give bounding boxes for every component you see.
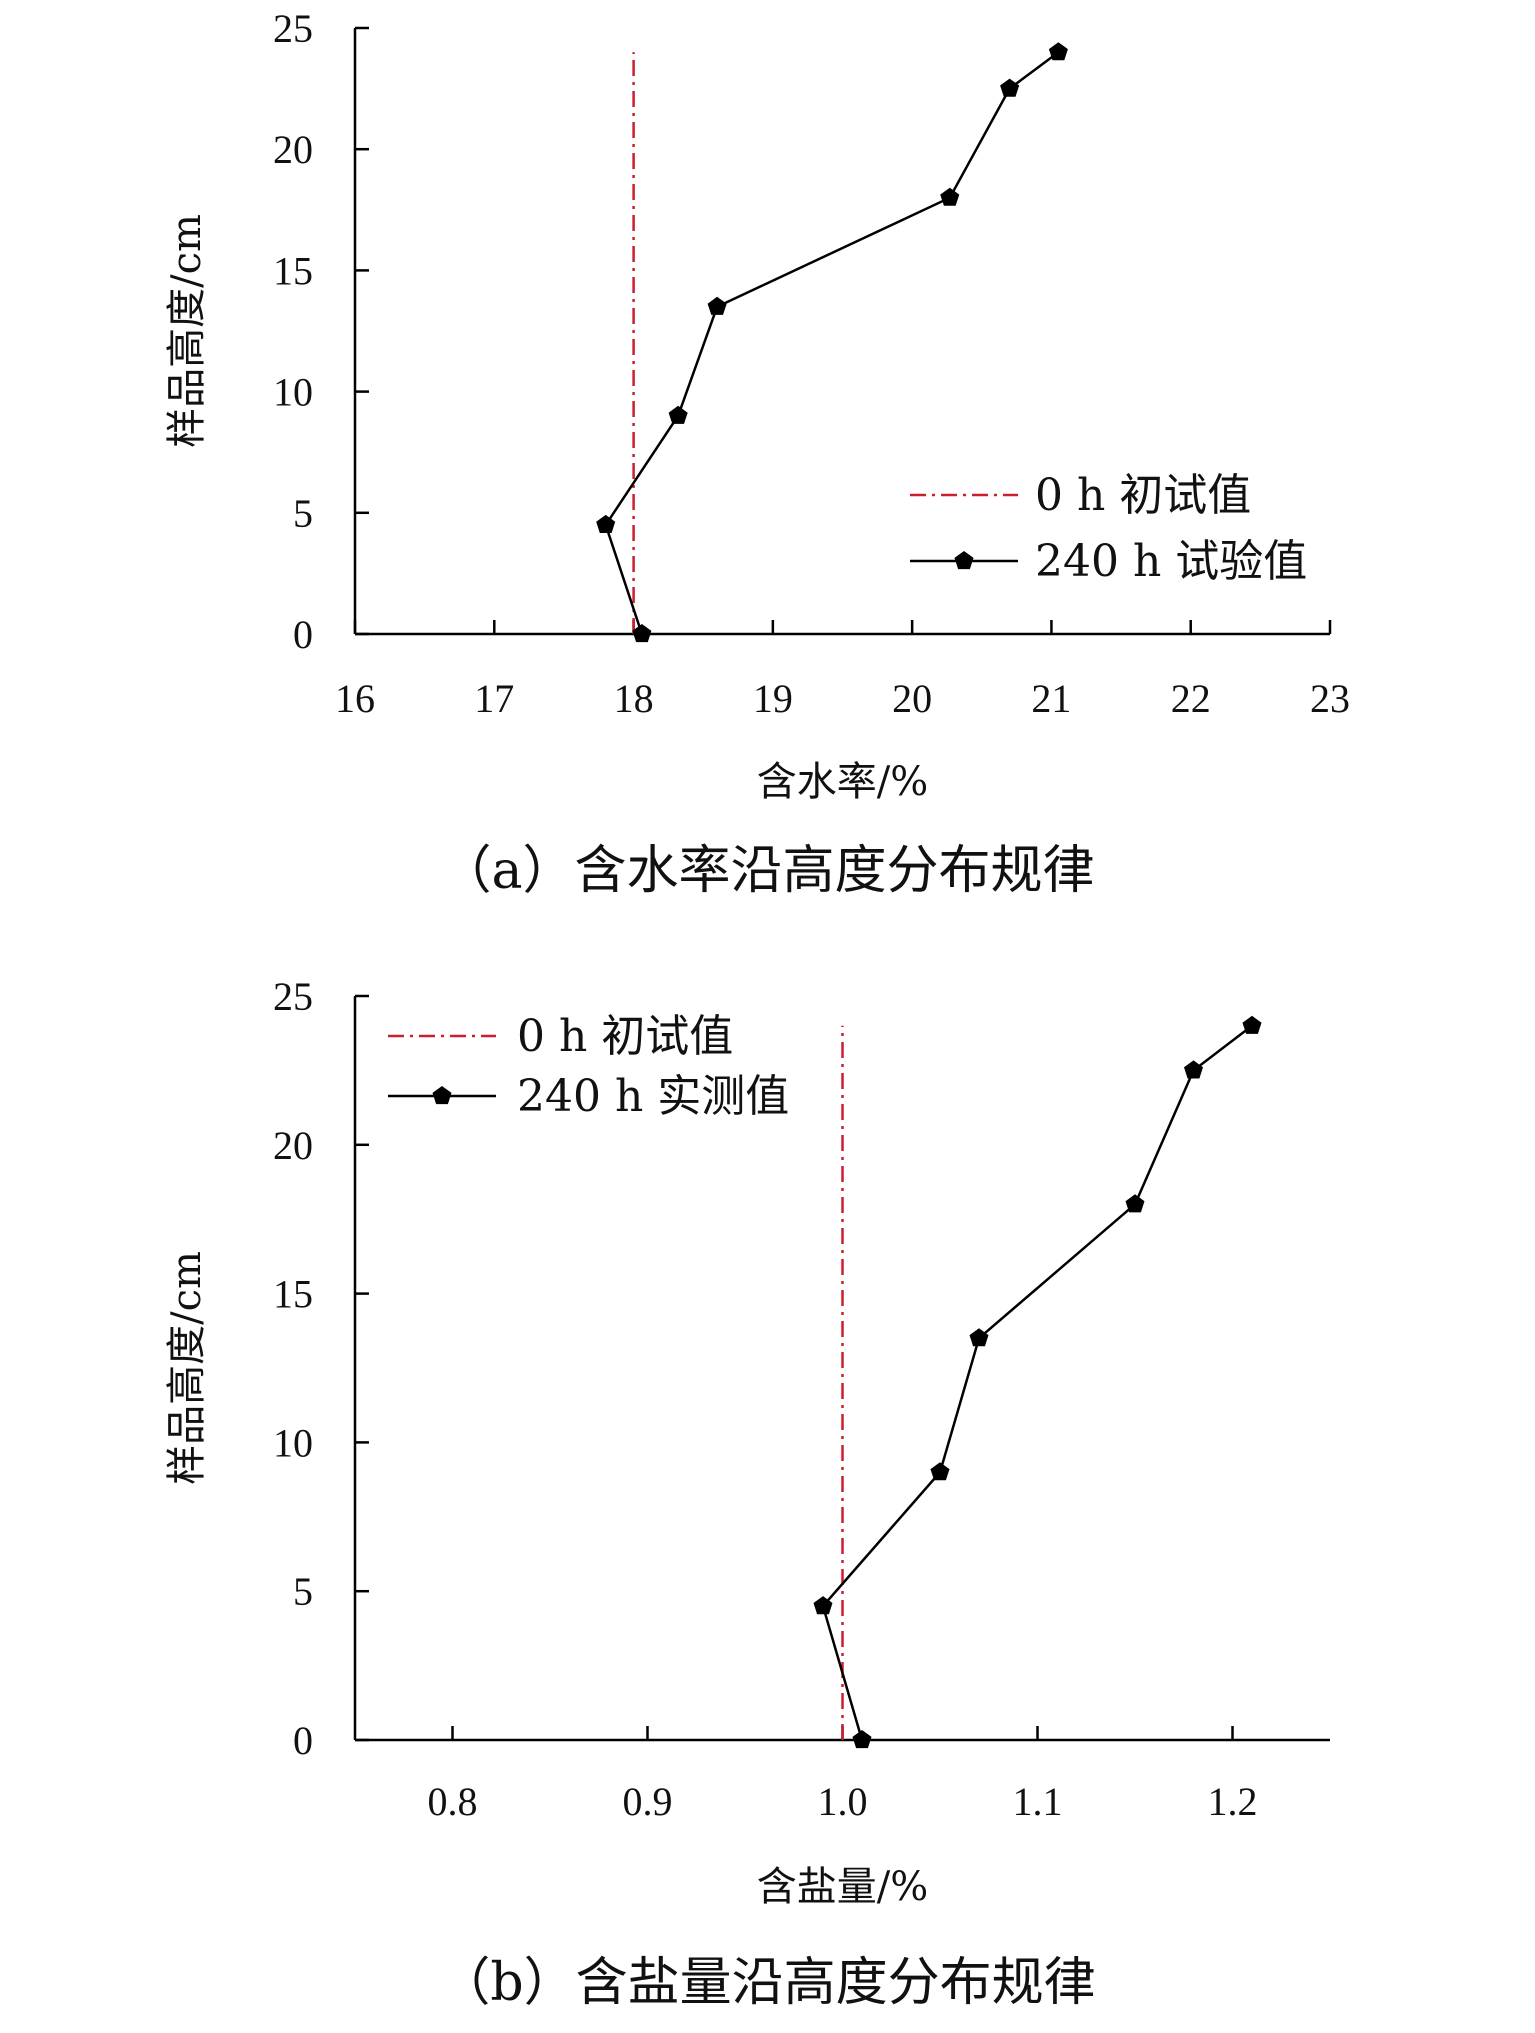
panel-caption: （a）含水率沿高度分布规律 [439, 841, 1094, 901]
y-axis-label: 样品高度/cm [164, 214, 210, 448]
data-point [940, 187, 960, 206]
y-tick-label: 5 [293, 1569, 313, 1614]
x-axis-label: 含水率/% [757, 759, 928, 805]
y-tick-label: 20 [273, 127, 313, 172]
y-tick-label: 15 [273, 1272, 313, 1317]
x-tick-label: 21 [1031, 676, 1071, 721]
panel-b: 0 5 10 15 20 25 0.8 0.9 1.0 1.1 1.2 含盐量/% 样品高度/cm （b）… [164, 974, 1330, 2013]
data-point [596, 514, 616, 533]
y-tick-label: 25 [273, 974, 313, 1019]
y-tick-label: 25 [273, 6, 313, 51]
legend-label: 0 h 初试值 [517, 1011, 733, 1062]
data-point [668, 405, 688, 424]
x-tick-label: 23 [1310, 676, 1350, 721]
data-point [1242, 1015, 1262, 1034]
x-tick-label: 17 [474, 676, 514, 721]
x-tick-label: 1.1 [1013, 1779, 1063, 1824]
data-point [852, 1730, 872, 1749]
y-tick-label: 0 [293, 1718, 313, 1763]
series-line [604, 51, 1060, 635]
data-point [1184, 1060, 1203, 1079]
panel-a: 0 5 10 15 20 25 16 17 18 19 20 21 22 23 含水率/% 样品高度/cm （a… [164, 6, 1350, 901]
y-tick-label: 5 [293, 491, 313, 536]
legend-swatch-marker [432, 1086, 452, 1105]
data-point [632, 624, 652, 643]
data-point [707, 296, 727, 315]
legend-label: 240 h 实测值 [517, 1071, 789, 1122]
data-point [1125, 1194, 1145, 1213]
data-point [1000, 78, 1020, 97]
x-axis-label: 含盐量/% [757, 1864, 928, 1910]
data-point [969, 1328, 989, 1347]
x-tick-label: 16 [335, 676, 375, 721]
x-tick-label: 0.8 [428, 1779, 478, 1824]
legend-label: 240 h 试验值 [1035, 536, 1307, 587]
x-tick-label: 1.0 [818, 1779, 868, 1824]
legend-swatch-marker [954, 551, 974, 570]
x-tick-label: 18 [614, 676, 654, 721]
data-point [813, 1596, 833, 1615]
x-tick-label: 20 [892, 676, 932, 721]
y-tick-label: 10 [273, 370, 313, 415]
legend-label: 0 h 初试值 [1035, 470, 1251, 521]
x-tick-label: 22 [1171, 676, 1211, 721]
y-axis-label: 样品高度/cm [164, 1251, 210, 1485]
x-tick-label: 19 [753, 676, 793, 721]
series-line [821, 1024, 1253, 1741]
y-tick-label: 20 [273, 1123, 313, 1168]
data-point [1048, 42, 1068, 61]
y-tick-label: 15 [273, 248, 313, 293]
y-tick-label: 10 [273, 1420, 313, 1465]
y-tick-label: 0 [293, 612, 313, 657]
x-tick-label: 1.2 [1208, 1779, 1258, 1824]
x-tick-label: 0.9 [623, 1779, 673, 1824]
data-point [930, 1462, 950, 1481]
panel-caption: （b）含盐量沿高度分布规律 [438, 1953, 1095, 2013]
